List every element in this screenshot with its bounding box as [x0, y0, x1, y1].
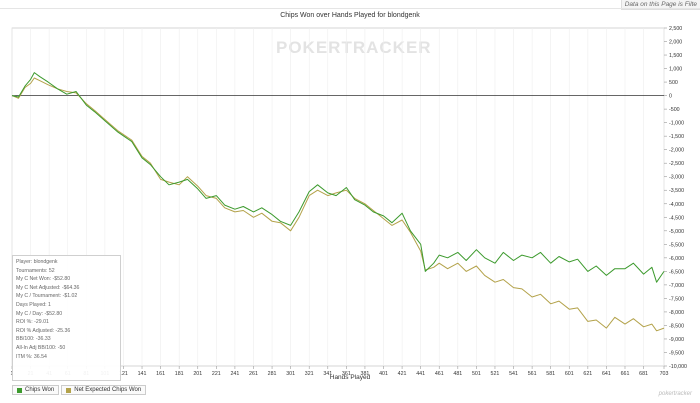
stat-line: Days Played: 1: [16, 301, 51, 308]
y-tick-label: -6,500: [669, 269, 684, 275]
y-tick-label: -5,000: [669, 229, 684, 235]
stat-line: My C Net Adjusted: -$64.36: [16, 284, 80, 291]
stat-line: ROI % Adjusted: -25.36: [16, 327, 71, 334]
y-tick-label: -500: [669, 107, 680, 113]
y-tick-label: -7,500: [669, 296, 684, 302]
y-tick-label: -7,000: [669, 283, 684, 289]
x-tick-label: 481: [453, 371, 462, 377]
stat-line: My C Net Won: -$52.80: [16, 276, 71, 283]
y-tick-label: -1,000: [669, 121, 684, 127]
x-tick-label: 601: [565, 371, 574, 377]
stat-line: ROI %: -29.01: [16, 319, 49, 326]
x-tick-label: 661: [621, 371, 630, 377]
y-tick-label: -6,000: [669, 256, 684, 262]
y-tick-label: -3,000: [669, 175, 684, 181]
legend-swatch: [17, 387, 22, 393]
x-tick-label: 341: [323, 371, 332, 377]
x-tick-label: 181: [175, 371, 184, 377]
x-tick-label: 241: [230, 371, 239, 377]
y-tick-label: -8,000: [669, 310, 684, 316]
stat-line: BB/100: -36.33: [16, 336, 51, 343]
y-tick-label: -5,500: [669, 242, 684, 248]
grid-lines: [11, 27, 665, 367]
x-tick-label: 621: [583, 371, 592, 377]
y-tick-label: -4,000: [669, 202, 684, 208]
legend-swatch: [66, 387, 72, 393]
legend-item-net-expected[interactable]: Net Expected Chips Won: [61, 385, 147, 395]
x-tick-label: 541: [509, 371, 518, 377]
stat-line: My C / Tournament: -$1.02: [16, 293, 78, 300]
stat-line: Tournaments: 52: [16, 267, 55, 274]
x-tick-label: 161: [156, 371, 165, 377]
y-tick-label: -9,000: [669, 337, 684, 343]
x-tick-label: 641: [602, 371, 611, 377]
x-tick-label: 301: [286, 371, 295, 377]
stat-line: ITM %: 36.54: [16, 353, 47, 360]
stat-line: All-In Adj BB/100: -50: [16, 344, 66, 351]
y-tick-label: -8,500: [669, 323, 684, 329]
y-tick-label: -10,000: [669, 364, 687, 370]
filter-note: Data on this Page is Filte: [620, 0, 700, 10]
x-tick-label: 281: [268, 371, 277, 377]
y-tick-label: 0: [669, 94, 672, 100]
x-tick-label: 141: [138, 371, 147, 377]
y-tick-label: -1,500: [669, 134, 684, 140]
y-tick-label: -3,500: [669, 188, 684, 194]
legend-label: Chips Won: [25, 387, 55, 393]
y-tick-label: -2,000: [669, 148, 684, 154]
y-tick-label: 500: [669, 80, 678, 86]
y-tick-label: -9,500: [669, 350, 684, 356]
watermark: POKERTRACKER: [276, 38, 432, 57]
y-tick-label: 1,500: [669, 53, 682, 59]
player-stats-box: Player: blondgenk Tournaments: 52 My C N…: [12, 255, 121, 381]
legend-item-chips-won[interactable]: Chips Won: [12, 385, 60, 395]
x-tick-label: 401: [379, 371, 388, 377]
x-tick-label: 321: [305, 371, 314, 377]
x-tick-label: 381: [361, 371, 370, 377]
x-tick-label: 441: [416, 371, 425, 377]
chart-title: Chips Won over Hands Played for blondgen…: [0, 12, 700, 19]
y-tick-label: 1,000: [669, 67, 682, 73]
stat-line: Player: blondgenk: [16, 259, 58, 265]
x-tick-label: 461: [435, 371, 444, 377]
legend: Chips Won Net Expected Chips Won: [12, 385, 148, 395]
x-tick-label: 561: [528, 371, 537, 377]
y-tick-label: 2,500: [669, 26, 682, 32]
pokertracker-logo: pokertracker: [658, 391, 692, 397]
x-tick-label: 361: [342, 371, 351, 377]
x-tick-label: 501: [472, 371, 481, 377]
y-tick-label: 2,000: [669, 40, 682, 46]
y-tick-label: -4,500: [669, 215, 684, 221]
chart-title-text: Chips Won over Hands Played for blondgen…: [280, 12, 420, 19]
x-tick-label: 261: [249, 371, 258, 377]
x-tick-label: 521: [491, 371, 500, 377]
x-tick-label: 221: [212, 371, 221, 377]
x-tick-label: 681: [639, 371, 648, 377]
x-tick-label: 703: [660, 371, 669, 377]
x-axis-label: Hands Played: [329, 374, 371, 381]
stat-line: My C / Day: -$52.80: [16, 310, 63, 317]
x-tick-label: 121: [119, 371, 128, 377]
x-tick-label: 581: [546, 371, 555, 377]
chart-frame: [0, 8, 700, 403]
series-group: [11, 72, 665, 332]
x-tick-label: 421: [398, 371, 407, 377]
series-line-chips-won: [11, 72, 665, 283]
y-tick-label: -2,500: [669, 161, 684, 167]
legend-label: Net Expected Chips Won: [74, 387, 142, 393]
x-tick-label: 201: [193, 371, 202, 377]
